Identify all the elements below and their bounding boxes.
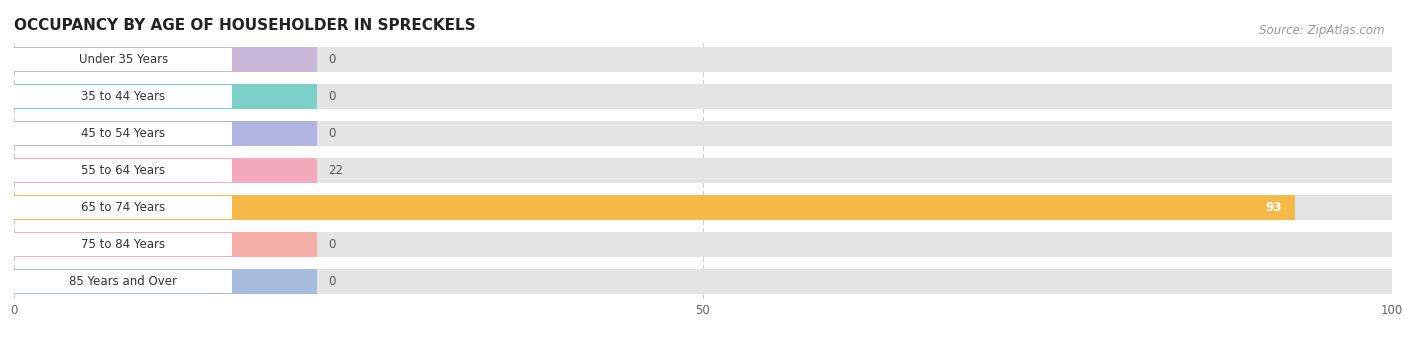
- Text: 75 to 84 Years: 75 to 84 Years: [82, 238, 166, 251]
- Text: 65 to 74 Years: 65 to 74 Years: [82, 201, 166, 214]
- Text: 55 to 64 Years: 55 to 64 Years: [82, 164, 166, 177]
- Bar: [14, 195, 1295, 220]
- Bar: [14, 121, 318, 146]
- Bar: [14, 84, 318, 109]
- Bar: [14, 85, 232, 107]
- Text: OCCUPANCY BY AGE OF HOUSEHOLDER IN SPRECKELS: OCCUPANCY BY AGE OF HOUSEHOLDER IN SPREC…: [14, 18, 475, 33]
- Text: 45 to 54 Years: 45 to 54 Years: [82, 127, 166, 140]
- Text: 0: 0: [328, 127, 336, 140]
- Bar: [14, 195, 1392, 220]
- Text: 0: 0: [328, 275, 336, 288]
- Bar: [14, 269, 318, 294]
- Text: Source: ZipAtlas.com: Source: ZipAtlas.com: [1260, 24, 1385, 37]
- Bar: [14, 232, 318, 257]
- Text: 35 to 44 Years: 35 to 44 Years: [82, 90, 166, 103]
- Bar: [14, 122, 232, 145]
- Bar: [14, 48, 232, 71]
- Bar: [14, 234, 232, 256]
- Text: 85 Years and Over: 85 Years and Over: [69, 275, 177, 288]
- Bar: [14, 160, 232, 181]
- Bar: [14, 269, 1392, 294]
- Bar: [14, 196, 232, 219]
- Bar: [14, 158, 318, 183]
- Bar: [14, 232, 1392, 257]
- Bar: [14, 47, 318, 72]
- Bar: [14, 270, 232, 293]
- Text: 93: 93: [1265, 201, 1282, 214]
- Text: Under 35 Years: Under 35 Years: [79, 53, 167, 66]
- Bar: [14, 158, 1392, 183]
- Text: 0: 0: [328, 238, 336, 251]
- Bar: [14, 47, 1392, 72]
- Bar: [14, 121, 1392, 146]
- Bar: [14, 84, 1392, 109]
- Text: 0: 0: [328, 53, 336, 66]
- Text: 0: 0: [328, 90, 336, 103]
- Text: 22: 22: [328, 164, 343, 177]
